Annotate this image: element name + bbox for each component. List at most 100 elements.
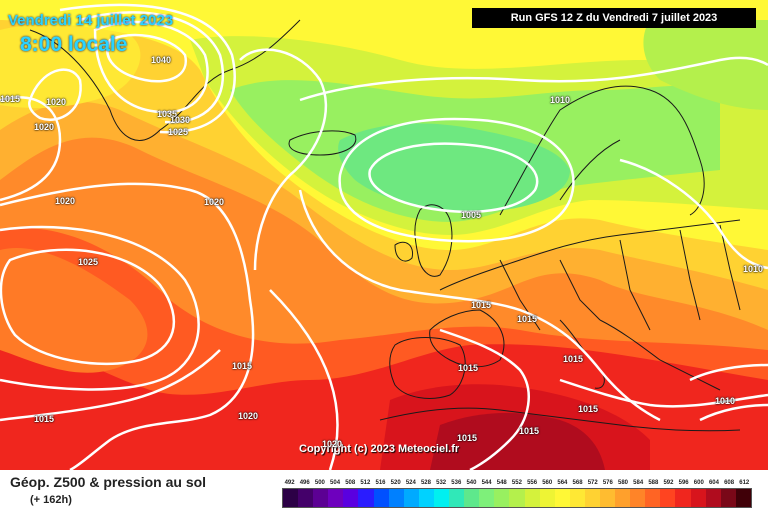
coast-western-europe: [429, 219, 741, 368]
legend-swatch: [433, 489, 450, 507]
isobar-1025-atlantic: [0, 248, 176, 366]
legend-swatch: [524, 489, 540, 507]
isobar-1025-outer: [0, 225, 200, 391]
isobar-label: 1015: [563, 354, 584, 364]
legend-swatch: [569, 489, 585, 507]
legend-value: 512: [360, 480, 371, 486]
fill-band-green: [338, 123, 570, 212]
isobar-label: 1015: [457, 433, 478, 443]
isobar-1030: [79, 11, 225, 124]
fill-band-north-green: [643, 20, 768, 110]
isobar-label: 1020: [238, 411, 259, 421]
isobar-1020-wide: [0, 182, 255, 470]
legend-value: 612: [739, 480, 750, 486]
isobar-label: 1015: [232, 361, 253, 371]
legend-swatch: [298, 489, 314, 507]
isobar-label: 1010: [550, 95, 571, 105]
legend-value: 548: [496, 480, 507, 486]
coast-north-africa: [379, 407, 741, 432]
legend-swatch: [494, 489, 510, 507]
isobar-1020-greenland: [28, 68, 82, 121]
isobars: [0, 3, 768, 470]
isobar-label: 1015: [471, 300, 492, 310]
legend-value: 528: [420, 480, 431, 486]
legend-swatch: [705, 489, 721, 507]
legend-value: 556: [527, 480, 538, 486]
legend-value: 604: [708, 480, 719, 486]
isobar-label: 1020: [46, 97, 67, 107]
legend-swatch: [584, 489, 600, 507]
legend-value: 588: [648, 480, 659, 486]
isobar-label: 1005: [461, 210, 482, 220]
isobar-label: 1020: [55, 196, 76, 206]
coast-scandinavia: [499, 85, 705, 216]
color-scale-legend: 492 496 500 504 508 512 516 520 524 528 532 536 540 5…: [282, 478, 752, 508]
fill-band-atlantic-orange: [0, 248, 148, 373]
isobar-label: 1015: [578, 404, 599, 414]
legend-value: 584: [633, 480, 644, 486]
isobar-label: 1010: [715, 396, 736, 406]
legend-value: 504: [330, 480, 341, 486]
isobar-1020-central: [239, 48, 328, 271]
legend-swatch: [403, 489, 419, 507]
coastlines: [29, 19, 741, 432]
legend-swatch: [358, 489, 374, 507]
model-run-info: Run GFS 12 Z du Vendredi 7 juillet 2023: [472, 8, 756, 28]
isobar-1010-east: [619, 158, 768, 270]
isobar-1015-europe: [298, 189, 661, 422]
isobar-label: 1025: [168, 127, 189, 137]
isobar-1010-se: [689, 363, 768, 422]
legend-color-swatches: [282, 488, 752, 508]
legend-value: 576: [602, 480, 613, 486]
forecast-local-time: 8:00 locale: [20, 33, 128, 56]
geopotential-map: [0, 0, 768, 470]
map-title: Géop. Z500 & pression au sol: [10, 474, 207, 490]
isobar-label: 1015: [458, 363, 479, 373]
legend-swatch: [388, 489, 404, 507]
forecast-date: Vendredi 14 juillet 2023: [8, 12, 174, 29]
legend-value: 540: [466, 480, 477, 486]
isobar-1015-west: [0, 96, 62, 202]
isobar-label: 1025: [78, 257, 99, 267]
legend-value: 552: [511, 480, 522, 486]
isobar-1015-sw: [0, 349, 221, 422]
copyright-notice: Copyright (c) 2023 Meteociel.fr: [299, 443, 460, 455]
isobar-label: 1015: [0, 94, 21, 104]
isobar-1015-se: [559, 378, 768, 408]
coast-balkans: [599, 319, 721, 391]
forecast-offset: (+ 162h): [30, 494, 72, 506]
legend-value: 508: [345, 480, 356, 486]
legend-value: 524: [405, 480, 416, 486]
legend-value: 520: [390, 480, 401, 486]
fill-band-darkest-red: [430, 413, 605, 470]
legend-swatch: [313, 489, 329, 507]
legend-swatch: [283, 489, 299, 507]
legend-swatch: [464, 489, 480, 507]
legend-swatch: [343, 489, 359, 507]
isobar-label: 1015: [517, 314, 538, 324]
isobar-label: 1010: [743, 264, 764, 274]
legend-swatch: [645, 489, 661, 507]
isobar-1025-north: [59, 3, 236, 134]
isobar-label: 1030: [170, 115, 191, 125]
legend-value: 492: [284, 480, 295, 486]
legend-value: 608: [724, 480, 735, 486]
legend-value-labels: 492 496 500 504 508 512 516 520 524 528 532 536 540 5…: [282, 478, 752, 488]
legend-swatch: [615, 489, 631, 507]
isobar-1015-south: [439, 328, 530, 470]
legend-swatch: [630, 489, 646, 507]
legend-swatch: [660, 489, 676, 507]
isobar-label: 1015: [34, 414, 55, 424]
legend-value: 532: [436, 480, 447, 486]
legend-swatch: [675, 489, 691, 507]
isobar-1005: [368, 142, 539, 214]
legend-swatch: [720, 489, 736, 507]
legend-swatch: [735, 489, 751, 507]
legend-swatch: [539, 489, 555, 507]
isobar-label: 1035: [157, 109, 178, 119]
legend-swatch: [509, 489, 525, 507]
coast-border-lines: [499, 224, 741, 331]
legend-swatch: [599, 489, 616, 507]
isobar-label: 1020: [34, 122, 55, 132]
